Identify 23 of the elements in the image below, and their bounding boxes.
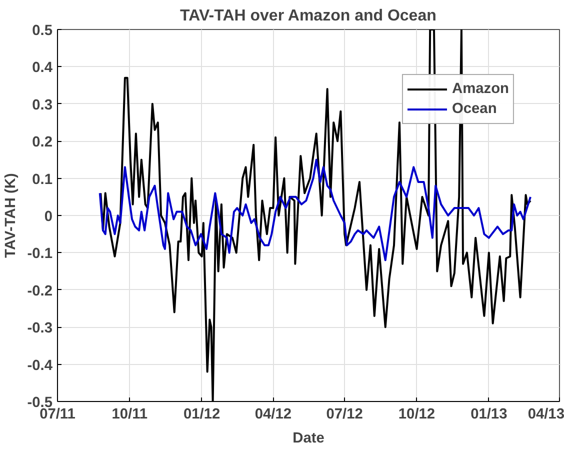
chart-title: TAV-TAH over Amazon and Ocean — [180, 8, 436, 24]
y-tick-label: 0.5 — [32, 23, 52, 39]
y-tick-label: 0.2 — [32, 134, 52, 151]
y-tick-label: -0.2 — [27, 283, 53, 300]
line-series — [98, 158, 532, 262]
y-tick-label: -0.3 — [27, 320, 53, 337]
x-tick-label: 04/13 — [528, 406, 564, 422]
x-axis-title: Date — [292, 430, 324, 446]
x-tick-label: 10/12 — [398, 406, 436, 422]
x-tick-label: 07/12 — [326, 406, 363, 422]
legend-label: Amazon — [452, 81, 509, 97]
y-tick-label: 0.3 — [32, 97, 52, 114]
y-tick-label: -0.1 — [27, 246, 53, 262]
x-tick-label: 04/12 — [254, 406, 292, 422]
y-axis-title: TAV-TAH (K) — [3, 173, 20, 258]
y-tick-label: 0 — [44, 209, 53, 225]
x-tick-label: 01/13 — [470, 406, 508, 422]
y-tick-label: 0.4 — [32, 60, 54, 76]
x-tick-label: 01/12 — [183, 406, 220, 422]
y-tick-label: -0.4 — [27, 358, 54, 374]
legend-label: Ocean — [452, 101, 497, 117]
x-tick-label: 10/11 — [112, 406, 148, 422]
y-tick-label: 0.1 — [32, 172, 52, 188]
